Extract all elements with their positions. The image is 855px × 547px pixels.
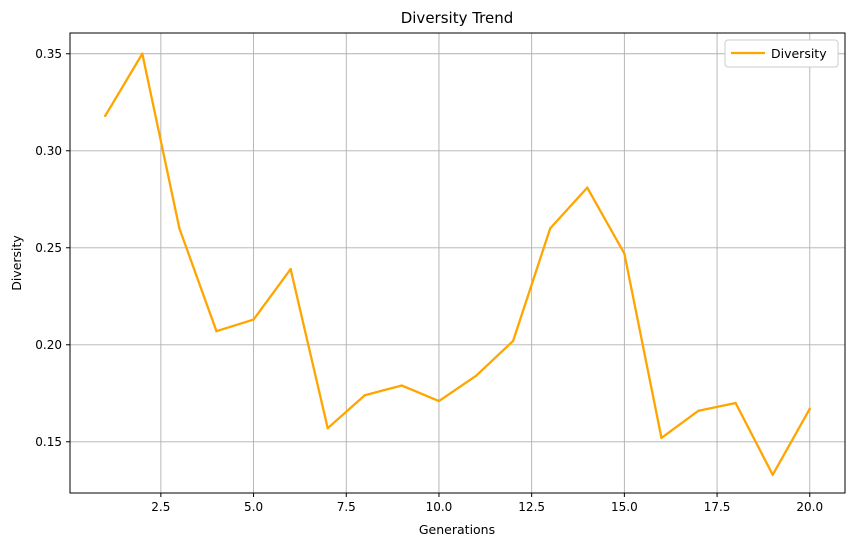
chart-title: Diversity Trend [401,9,514,27]
x-tick-label: 10.0 [426,500,453,514]
data-point [215,329,218,333]
x-tick-label: 17.5 [704,500,731,514]
grid-lines [70,33,845,493]
data-point [586,186,589,189]
x-tick-label: 20.0 [796,500,823,514]
x-tick-label: 15.0 [611,500,638,514]
data-point [549,227,552,230]
data-point [660,436,663,440]
legend-label-diversity: Diversity [771,46,827,61]
x-tick-label: 5.0 [244,500,263,514]
series-line-diversity [104,52,811,476]
data-point [808,407,811,410]
x-tick-label: 7.5 [337,500,356,514]
data-point [400,384,404,387]
legend-box [724,39,839,68]
data-point [289,267,292,271]
data-point [141,52,144,55]
data-point [326,427,329,430]
data-point [771,473,774,476]
x-axis: 2.5 5.0 7.5 10.0 12.5 15.0 17.5 20.0 [151,493,823,514]
series-layer [104,52,811,476]
data-point [178,227,181,230]
data-point [437,399,441,403]
y-axis: 0.15 0.20 0.25 0.30 0.35 [35,47,70,449]
y-tick-label: 0.30 [35,144,62,158]
y-tick-label: 0.20 [35,338,62,352]
data-point [474,374,478,378]
plot-frame [69,32,846,494]
x-tick-label: 2.5 [151,500,170,514]
y-tick-label: 0.25 [35,241,62,255]
y-tick-label: 0.15 [35,435,62,449]
data-point [363,394,366,397]
data-point [734,401,737,405]
data-point [252,318,255,321]
x-tick-label: 12.5 [518,500,545,514]
data-point [623,252,626,255]
data-point [511,339,515,343]
data-point [697,409,700,412]
x-axis-label: Generations [419,522,495,537]
y-axis-label: Diversity [9,235,24,291]
data-point [104,114,107,118]
y-tick-label: 0.35 [35,47,62,61]
legend: Diversity [724,39,839,68]
